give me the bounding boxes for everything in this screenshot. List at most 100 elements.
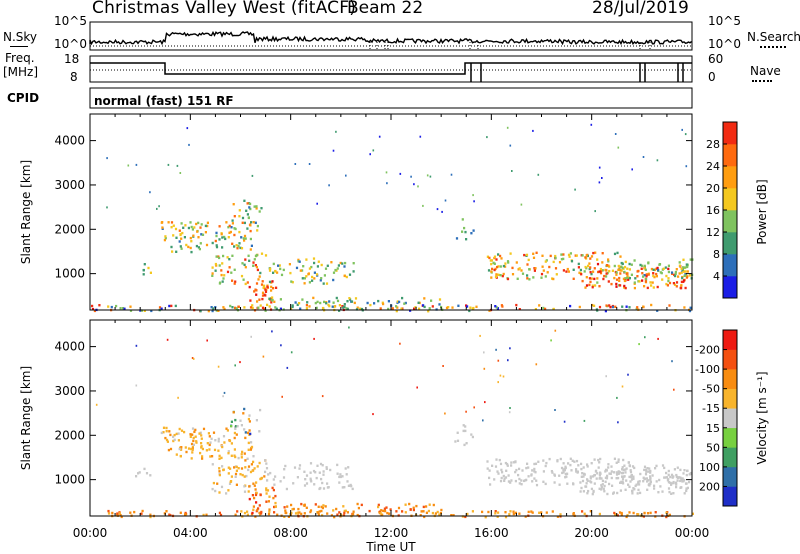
data-cell	[230, 271, 233, 274]
data-cell	[303, 282, 306, 285]
data-cell	[282, 268, 285, 272]
data-cell	[320, 477, 323, 481]
data-cell	[564, 472, 567, 476]
data-cell	[173, 438, 176, 441]
data-cell	[206, 224, 209, 228]
data-cell	[180, 237, 183, 240]
data-cell	[217, 449, 220, 452]
data-cell	[691, 512, 694, 515]
data-cell	[170, 304, 173, 308]
data-cell	[275, 286, 278, 289]
data-cell	[263, 284, 266, 287]
velocity-colorbar-label: Velocity [m s⁻¹]	[755, 371, 769, 464]
data-cell	[161, 227, 164, 230]
data-cell	[262, 355, 265, 358]
data-cell	[246, 281, 249, 284]
data-cell	[607, 264, 610, 267]
data-cell	[627, 461, 630, 464]
data-cell	[332, 149, 335, 152]
data-cell	[621, 305, 624, 308]
data-cell	[686, 469, 689, 473]
data-cell	[537, 173, 540, 176]
data-cell	[503, 479, 506, 482]
data-cell	[620, 261, 623, 265]
data-cell	[215, 244, 218, 247]
data-cell	[465, 442, 468, 445]
data-cell	[592, 475, 595, 478]
data-cell	[199, 309, 202, 313]
data-cell	[230, 454, 233, 457]
data-cell	[496, 265, 499, 269]
data-cell	[177, 432, 180, 435]
data-cell	[544, 464, 547, 468]
data-cell	[239, 419, 242, 422]
data-cell	[256, 465, 259, 468]
data-cell	[250, 441, 253, 444]
data-cell	[438, 298, 442, 301]
data-cell	[347, 466, 350, 469]
colorbar-swatch	[723, 144, 737, 167]
data-cell	[495, 348, 497, 351]
data-cell	[599, 471, 602, 474]
data-cell	[451, 306, 454, 309]
data-cell	[617, 476, 620, 480]
data-cell	[505, 469, 508, 472]
data-cell	[305, 506, 308, 509]
data-cell	[504, 265, 507, 268]
data-cell	[331, 305, 334, 308]
data-cell	[667, 267, 670, 271]
data-cell	[320, 509, 323, 513]
data-cell	[530, 510, 533, 513]
data-cell	[191, 427, 195, 430]
data-cell	[639, 263, 642, 267]
data-cell	[622, 468, 625, 472]
data-cell	[602, 277, 605, 281]
data-cell	[667, 270, 670, 274]
data-cell	[338, 475, 341, 479]
data-cell	[352, 270, 355, 273]
data-cell	[456, 439, 460, 442]
data-cell	[228, 224, 231, 228]
data-cell	[589, 477, 592, 480]
data-cell	[118, 512, 121, 515]
data-cell	[129, 305, 132, 308]
data-cell	[210, 306, 213, 309]
data-cell	[462, 429, 465, 433]
data-cell	[211, 455, 214, 458]
data-cell	[509, 252, 512, 255]
data-cell	[377, 503, 380, 507]
data-cell	[492, 261, 495, 265]
data-cell	[184, 224, 187, 227]
data-cell	[206, 339, 208, 342]
data-cell	[618, 511, 622, 514]
data-cell	[190, 240, 193, 243]
data-cell	[180, 448, 183, 451]
data-cell	[497, 273, 500, 276]
data-cell	[617, 470, 620, 473]
data-cell	[268, 495, 271, 498]
data-cell	[205, 513, 208, 516]
colorbar-swatch	[723, 232, 737, 255]
data-cell	[233, 245, 236, 248]
data-cell	[145, 472, 149, 475]
data-cell	[211, 274, 214, 277]
data-cell	[316, 265, 319, 268]
data-cell	[479, 334, 481, 337]
data-cell	[658, 263, 662, 266]
data-cell	[598, 473, 601, 477]
data-cell	[445, 306, 449, 310]
data-cell	[646, 488, 649, 491]
data-cell	[309, 462, 313, 465]
data-cell	[221, 262, 224, 265]
data-cell	[559, 457, 562, 461]
data-cell	[298, 467, 301, 470]
data-cell	[254, 493, 258, 497]
nave-tick-top: 60	[708, 52, 724, 66]
data-cell	[643, 267, 646, 270]
data-cell	[434, 512, 437, 515]
data-cell	[389, 508, 392, 511]
data-cell	[520, 203, 523, 206]
data-cell	[560, 258, 563, 261]
data-cell	[184, 513, 187, 516]
data-cell	[643, 511, 646, 515]
